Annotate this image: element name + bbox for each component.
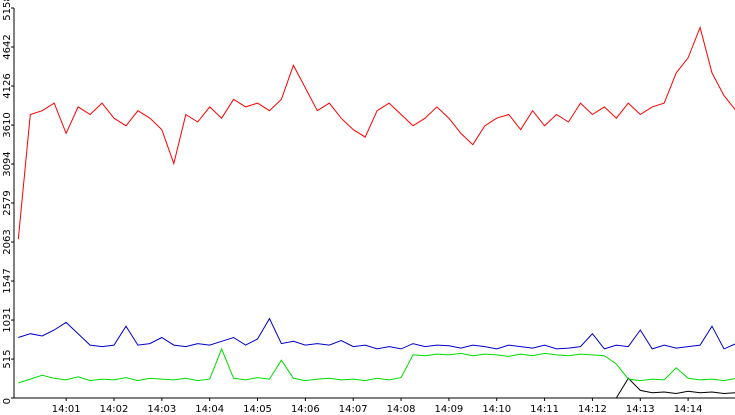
series-line: [18, 317, 735, 350]
x-tick-label: 14:03: [147, 404, 176, 415]
x-tick-label: 14:14: [674, 404, 703, 415]
y-tick-label: 1547: [2, 268, 13, 293]
x-tick-label: 14:09: [434, 404, 463, 415]
x-tick-label: 14:11: [530, 404, 559, 415]
x-tick-label: 14:01: [52, 404, 81, 415]
y-tick-label: 5158: [2, 0, 13, 21]
series-line: [18, 347, 735, 384]
x-tick-label: 14:05: [243, 404, 272, 415]
y-tick-label: 515: [2, 350, 13, 369]
y-tick-label: 0: [2, 398, 13, 404]
y-tick-label: 2579: [2, 190, 13, 215]
x-tick-label: 14:02: [100, 404, 129, 415]
y-tick-label: 1031: [2, 307, 13, 332]
y-tick-label: 3610: [2, 112, 13, 137]
x-tick-label: 14:04: [195, 404, 224, 415]
series-line: [17, 25, 735, 240]
x-tick-label: 14:06: [291, 404, 320, 415]
y-tick-label: 3094: [2, 151, 13, 176]
series-line: [18, 377, 735, 399]
x-tick-label: 14:07: [339, 404, 368, 415]
y-tick-label: 2063: [2, 229, 13, 254]
x-tick-label: 14:08: [387, 404, 416, 415]
y-tick-label: 4642: [2, 34, 13, 59]
y-tick-label: 4126: [2, 73, 13, 98]
x-tick-label: 14:12: [578, 404, 607, 415]
x-tick-label: 14:10: [482, 404, 511, 415]
x-tick-label: 14:13: [626, 404, 655, 415]
